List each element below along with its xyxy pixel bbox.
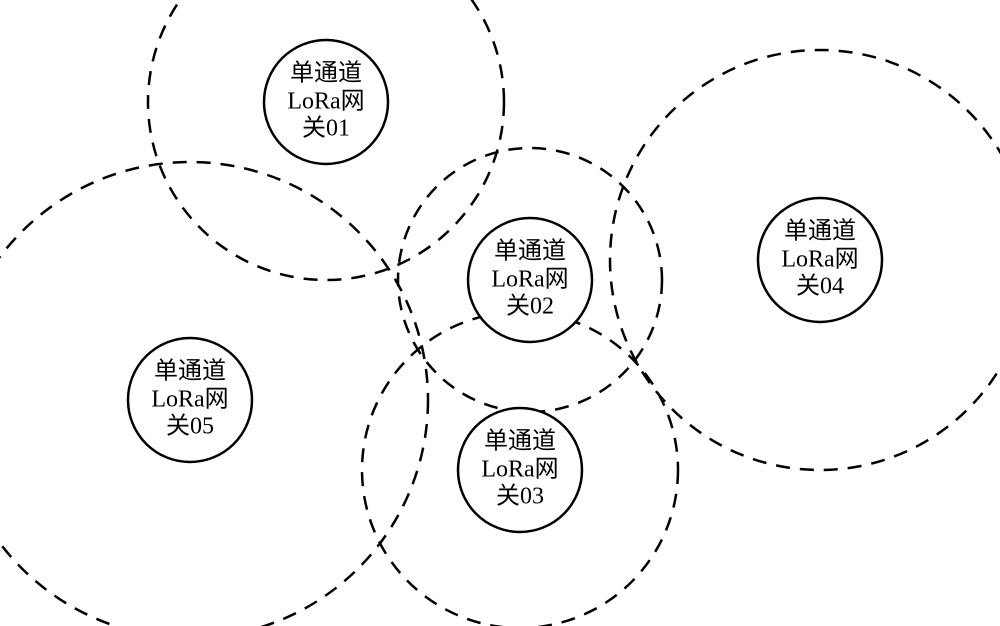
gateway-node-04 xyxy=(758,198,882,322)
gateway-node-02 xyxy=(468,218,592,342)
gateway-node-01 xyxy=(264,40,388,164)
gateway-node-05 xyxy=(128,338,252,462)
gateway-node-03 xyxy=(458,408,582,532)
lora-network-diagram xyxy=(0,0,1000,626)
